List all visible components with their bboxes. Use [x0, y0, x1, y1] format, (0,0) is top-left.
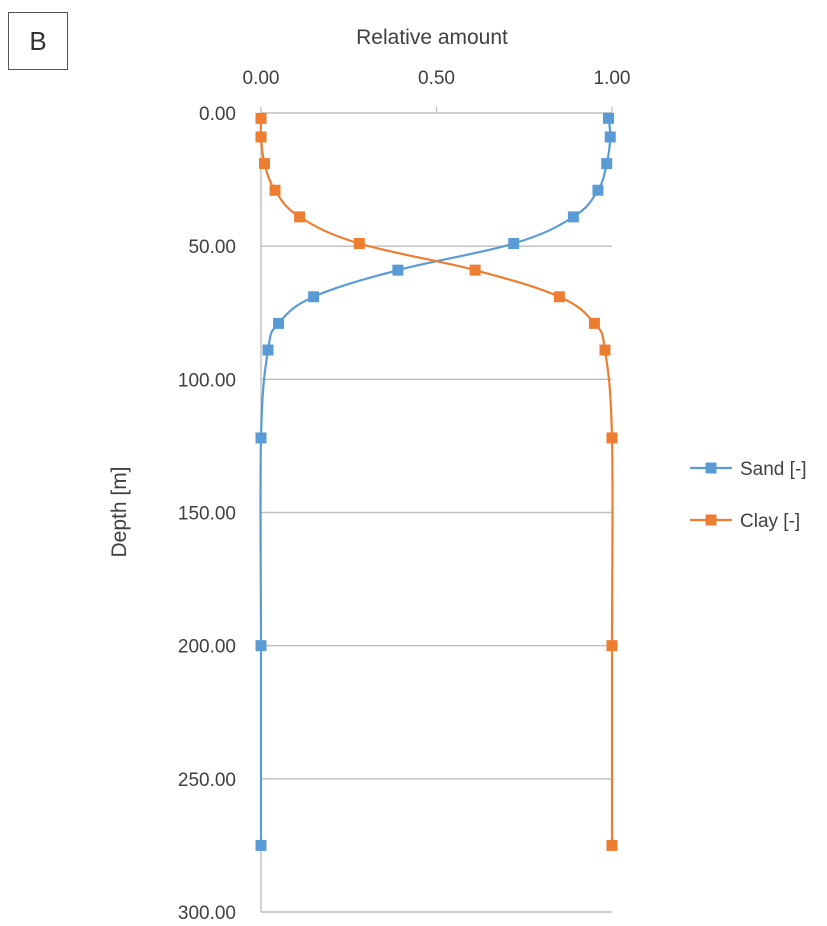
- legend-label-0: Sand [-]: [740, 459, 807, 480]
- x-axis-title: Relative amount: [356, 26, 508, 49]
- series-0-point-11: [255, 640, 267, 652]
- series-1-point-12: [606, 839, 618, 851]
- series-0-point-1: [604, 131, 616, 143]
- series-line-0: [259, 118, 612, 846]
- series-0-point-10: [255, 432, 267, 444]
- y-tick-label-5: 250.00: [178, 770, 236, 791]
- series-0-point-12: [255, 839, 267, 851]
- x-tick-label-0: 0.00: [243, 68, 280, 89]
- series-0-point-4: [567, 211, 579, 223]
- y-tick-label-4: 200.00: [178, 637, 236, 658]
- series-1-point-10: [606, 432, 618, 444]
- panel-label: B: [8, 12, 68, 70]
- series-0-point-0: [602, 112, 614, 124]
- series-1-point-5: [353, 238, 365, 250]
- series-1-point-4: [294, 211, 306, 223]
- legend-label-1: Clay [-]: [740, 511, 800, 532]
- series-0-point-8: [273, 317, 285, 329]
- y-tick-label-3: 150.00: [178, 504, 236, 525]
- series-0-point-5: [508, 238, 520, 250]
- y-tick-label-1: 50.00: [188, 237, 236, 258]
- legend-marker-1: [705, 514, 717, 526]
- series-0-point-9: [262, 344, 274, 356]
- series-0-point-3: [592, 184, 604, 196]
- x-tick-label-1: 0.50: [418, 68, 455, 89]
- series-1-point-6: [469, 264, 481, 276]
- series-line-1: [259, 118, 614, 846]
- series-1-point-11: [606, 640, 618, 652]
- y-tick-label-0: 0.00: [199, 104, 236, 125]
- y-tick-label-2: 100.00: [178, 370, 236, 391]
- series-1-point-8: [588, 317, 600, 329]
- series-0-point-7: [308, 291, 320, 303]
- legend-marker-0: [705, 462, 717, 474]
- series-1-point-2: [259, 158, 271, 170]
- y-tick-label-6: 300.00: [178, 903, 236, 924]
- series-1-point-3: [269, 184, 281, 196]
- series-0-point-6: [392, 264, 404, 276]
- series-1-point-7: [553, 291, 565, 303]
- y-axis-title: Depth [m]: [108, 466, 131, 557]
- series-1-point-9: [599, 344, 611, 356]
- x-tick-label-2: 1.00: [594, 68, 631, 89]
- series-1-point-0: [255, 112, 267, 124]
- series-1-point-1: [255, 131, 267, 143]
- series-0-point-2: [601, 158, 613, 170]
